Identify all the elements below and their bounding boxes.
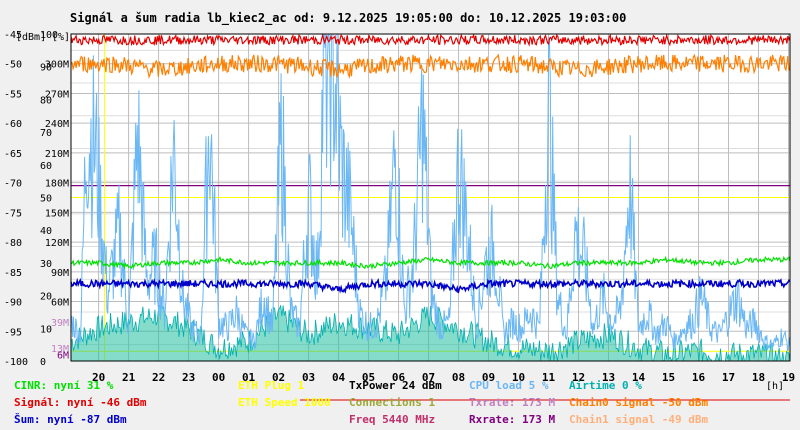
x-tick: 21	[122, 371, 136, 384]
x-tick: 15	[662, 371, 675, 384]
x-tick: 05	[362, 371, 375, 384]
legend-item: Šum: nyní -87 dBm	[14, 413, 127, 426]
legend-item: Txrate: 173 M	[469, 396, 556, 409]
y-tick-pct: 0	[40, 357, 46, 368]
y-tick-rate: 90M	[51, 268, 69, 279]
x-tick: 23	[182, 371, 195, 384]
y-tick-dbm: -45	[4, 30, 22, 41]
legend-item: Rxrate: 173 M	[469, 413, 556, 426]
x-tick: 13	[602, 371, 615, 384]
legend-item: CINR: nyní 31 %	[14, 379, 114, 392]
x-tick: 20	[92, 371, 105, 384]
y-tick-dbm: -70	[4, 179, 22, 190]
legend-item: Connections 1	[349, 396, 436, 409]
x-tick: 12	[572, 371, 585, 384]
y-tick-dbm: -90	[4, 298, 22, 309]
x-tick: 18	[752, 371, 765, 384]
y-tick-pct: 90	[40, 63, 52, 74]
y-tick-rate: 120M	[45, 238, 69, 249]
series-cinr	[70, 255, 791, 271]
x-tick: 03	[302, 371, 315, 384]
y-tick-dbm: -85	[4, 268, 22, 279]
y-unit-dbm: [dBm]	[16, 32, 46, 43]
y-tick-rate: 240M	[45, 119, 69, 130]
y-tick-rate: 150M	[45, 208, 69, 219]
x-tick: 00	[212, 371, 225, 384]
y-tick-rate: 13M	[51, 344, 69, 355]
y-tick-pct: 20	[40, 292, 52, 303]
x-tick: 14	[632, 371, 646, 384]
y-tick-pct: 40	[40, 226, 52, 237]
y-tick-pct: 70	[40, 128, 52, 139]
y-tick-pct: 100	[40, 30, 58, 41]
legend-item: Signál: nyní -46 dBm	[14, 396, 147, 409]
y-tick-dbm: -95	[4, 327, 22, 338]
y-tick-rate: 300M	[45, 60, 69, 71]
x-unit: [h]	[766, 381, 784, 392]
y-tick-rate: 60M	[51, 298, 69, 309]
x-tick: 06	[392, 371, 406, 384]
series-signal	[70, 33, 791, 47]
x-tick: 19	[782, 371, 795, 384]
x-tick: 02	[272, 371, 285, 384]
y-tick-dbm: -50	[4, 60, 22, 71]
y-unit-pct: [%]	[52, 32, 70, 43]
x-tick: 09	[482, 371, 495, 384]
legend-item: TxPower 24 dBm	[349, 379, 442, 392]
x-tick: 10	[512, 371, 525, 384]
x-tick: 17	[722, 371, 735, 384]
series-chain0	[70, 53, 791, 80]
series-airtime	[70, 303, 791, 362]
legend-item: Chain0 signal -50 dBm	[569, 396, 709, 409]
x-tick: 07	[422, 371, 435, 384]
legend-item: Airtime 0 %	[569, 379, 642, 392]
x-tick: 11	[542, 371, 556, 384]
y-tick-rate: 6M	[57, 350, 69, 361]
y-tick-rate: 210M	[45, 149, 69, 160]
y-tick-rate: 270M	[45, 89, 69, 100]
y-tick-dbm: -75	[4, 208, 22, 219]
x-tick: 16	[692, 371, 706, 384]
plot-frame	[70, 33, 791, 362]
y-tick-dbm: -60	[4, 119, 22, 130]
y-tick-pct: 80	[40, 95, 52, 106]
y-tick-dbm: -100	[4, 357, 28, 368]
y-tick-pct: 10	[40, 324, 52, 335]
y-tick-dbm: -65	[4, 149, 22, 160]
x-tick: 04	[332, 371, 346, 384]
y-tick-rate: 39M	[51, 318, 69, 329]
series-cpu-load	[70, 33, 791, 351]
legend-item: Freq 5440 MHz	[349, 413, 436, 426]
chart-title: Signál a šum radia lb_kiec2_ac od: 9.12.…	[70, 11, 626, 26]
legend-item: ETH Speed 1000	[238, 396, 331, 409]
legend-item: CPU load 5 %	[469, 379, 549, 392]
x-tick: 22	[152, 371, 165, 384]
legend-item: Chain1 signal -49 dBm	[569, 413, 709, 426]
x-tick: 08	[452, 371, 465, 384]
y-tick-pct: 60	[40, 161, 52, 172]
x-tick: 01	[242, 371, 256, 384]
y-tick-dbm: -80	[4, 238, 22, 249]
legend-item: ETH Plug 1	[238, 379, 305, 392]
y-tick-rate: 180M	[45, 179, 69, 190]
y-tick-pct: 50	[40, 194, 52, 205]
y-tick-dbm: -55	[4, 89, 22, 100]
y-tick-pct: 30	[40, 259, 52, 270]
series-noise	[70, 277, 791, 294]
